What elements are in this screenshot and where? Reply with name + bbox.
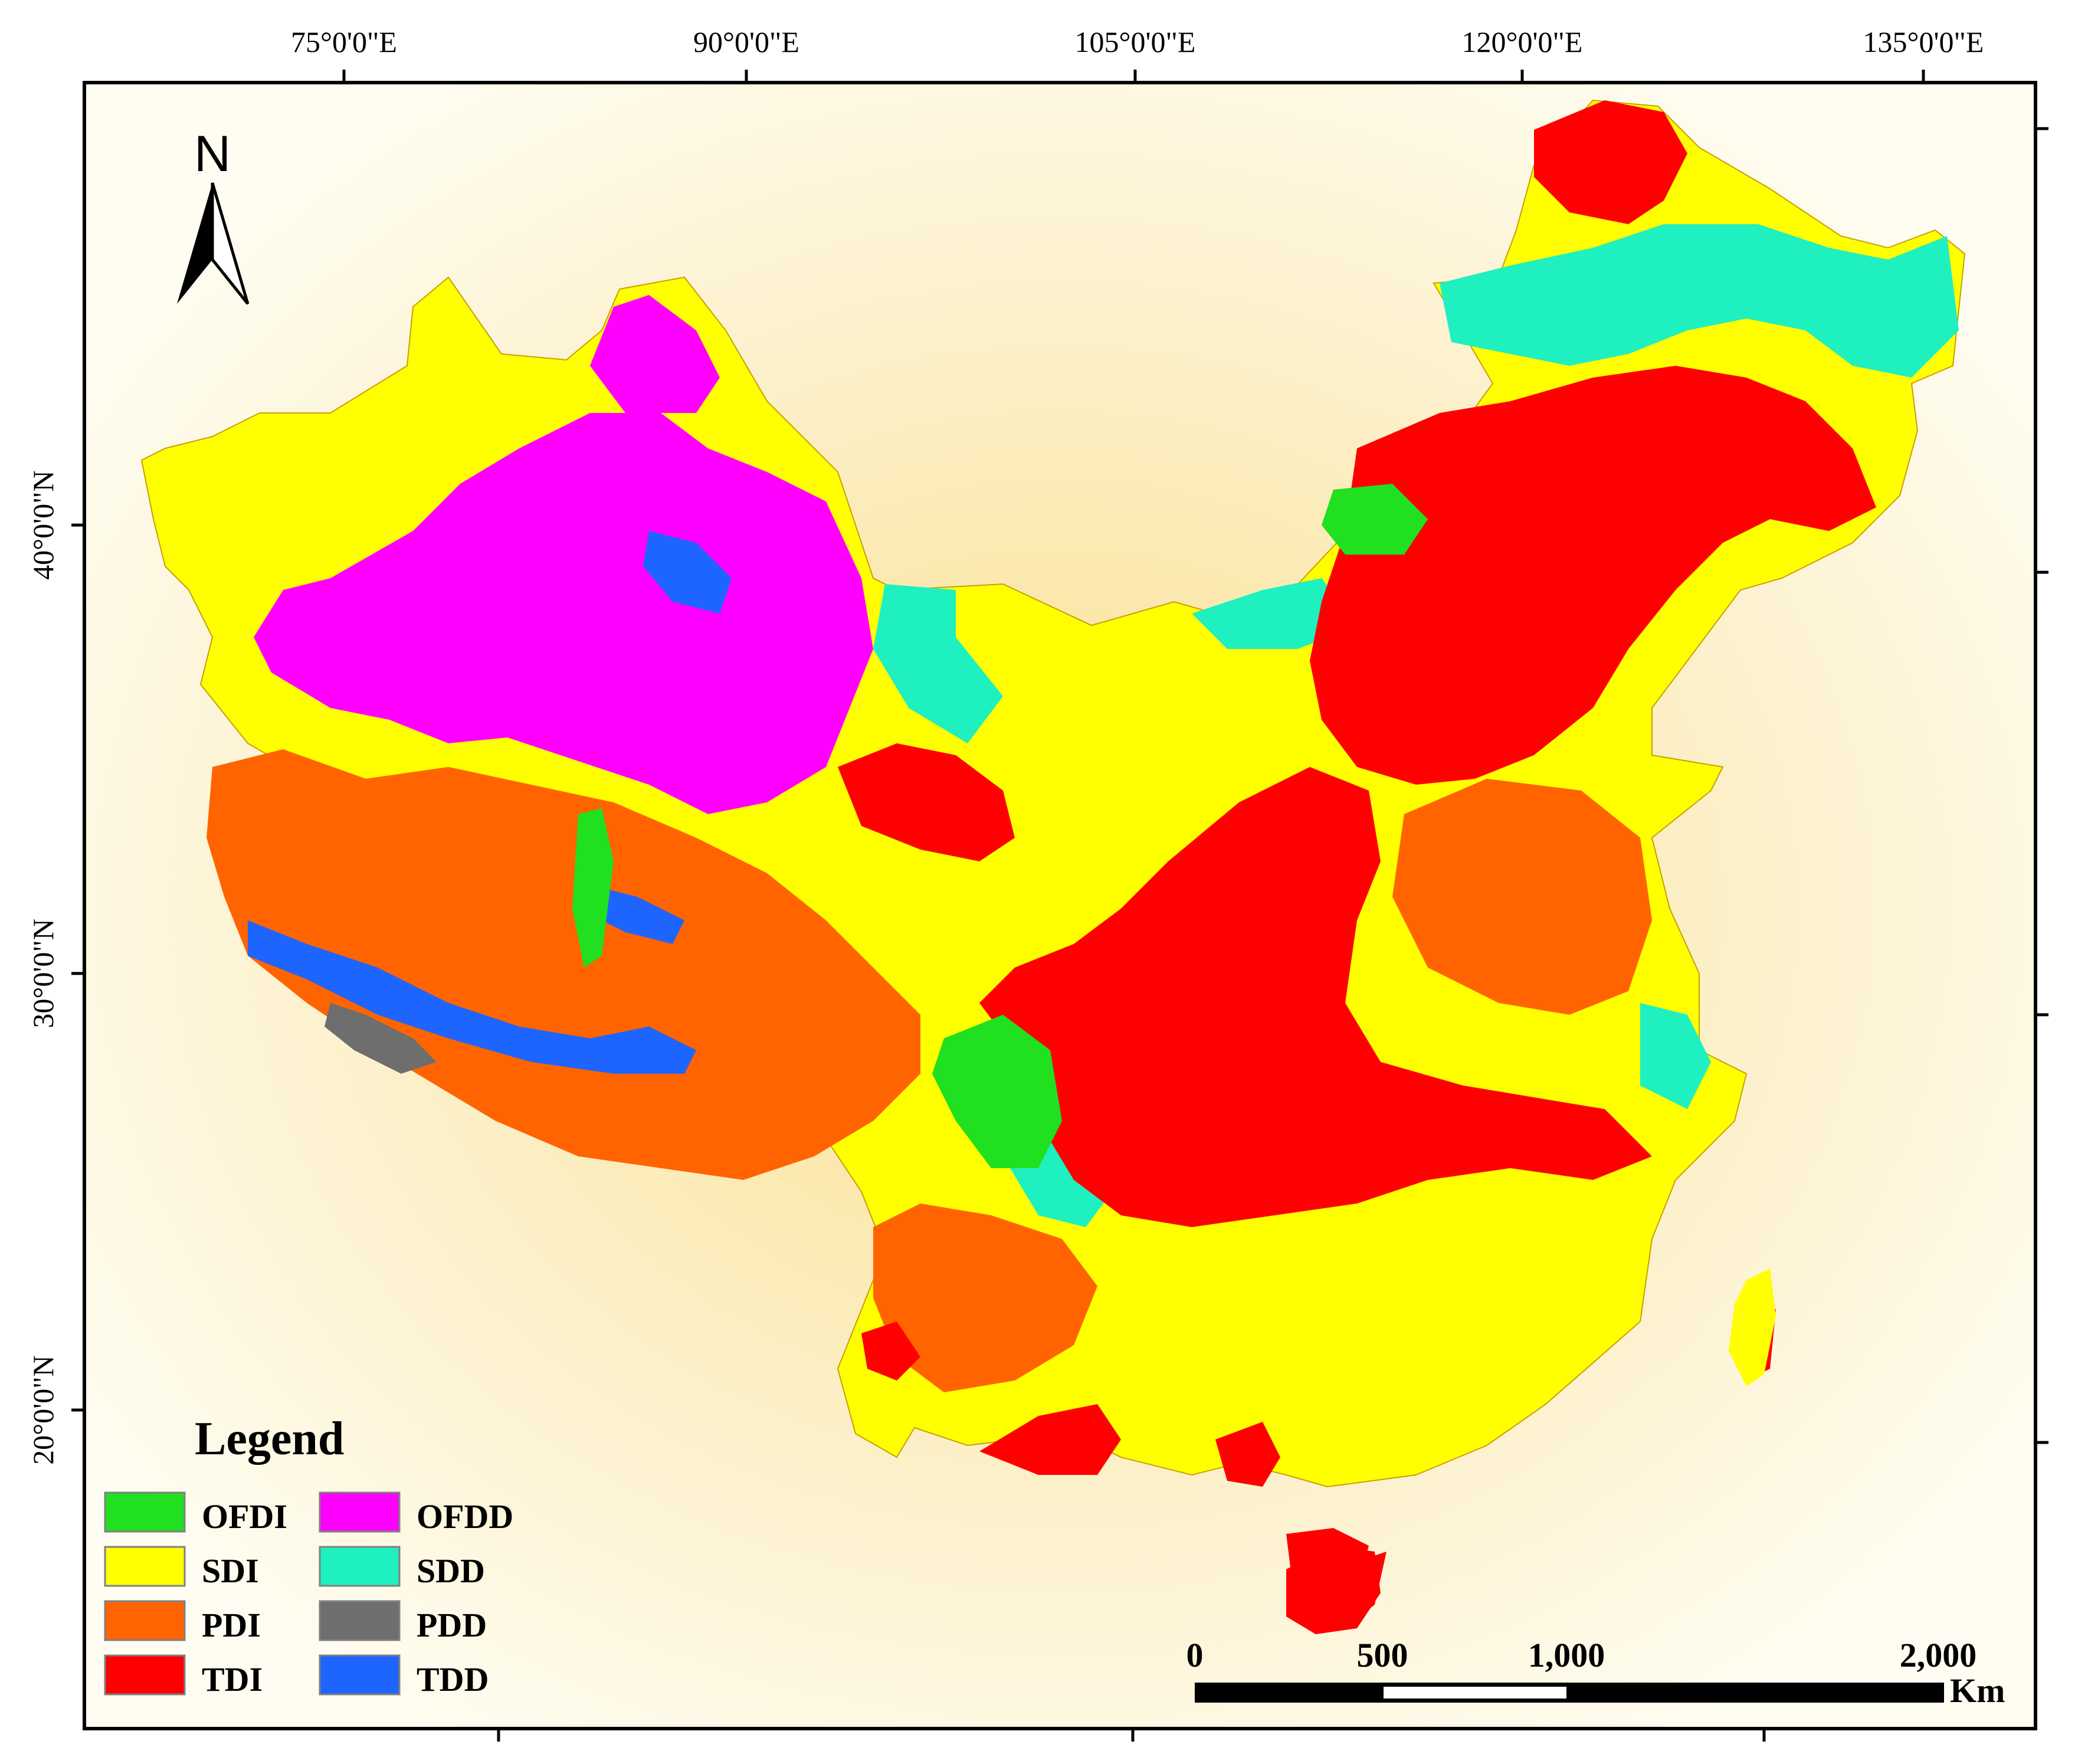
scale-tick-1000: 1,000: [1528, 1636, 1605, 1674]
lon-label-135: 135°0'0"E: [1863, 25, 1984, 58]
north-label: N: [194, 126, 231, 182]
lat-label-20: 20°0'0"N: [27, 1355, 60, 1465]
legend-label-tdd: TDD: [417, 1660, 489, 1699]
latitude-ticks-left: [71, 523, 84, 1412]
scale-tick-500: 500: [1357, 1636, 1408, 1674]
legend: Legend OFDI SDI PDI TDI OFDD SDD PDD TDD: [104, 1413, 513, 1699]
legend-title: Legend: [195, 1413, 344, 1465]
legend-label-pdd: PDD: [417, 1606, 487, 1644]
scale-tick-0: 0: [1186, 1636, 1204, 1674]
legend-swatch-sdd: [319, 1546, 401, 1587]
lon-label-90: 90°0'0"E: [693, 25, 799, 58]
taiwan-island: [1729, 1268, 1776, 1386]
legend-swatch-pdd: [319, 1600, 401, 1641]
land-regions: [140, 99, 1966, 1634]
lon-label-105: 105°0'0"E: [1075, 25, 1196, 58]
north-arrow: N: [177, 126, 250, 305]
longitude-ticks-bottom: [497, 1729, 1766, 1742]
hainan-island: [1286, 1546, 1381, 1634]
legend-swatch-tdd: [319, 1654, 401, 1696]
scale-bar: 0 500 1,000 2,000 Km: [1186, 1636, 2005, 1710]
legend-label-ofdd: OFDD: [417, 1497, 513, 1536]
legend-swatch-tdi: [104, 1654, 186, 1696]
scale-unit: Km: [1950, 1671, 2005, 1710]
legend-swatch-pdi: [104, 1600, 186, 1641]
north-arrow-icon: [177, 183, 212, 304]
legend-label-sdd: SDD: [417, 1552, 485, 1590]
latitude-ticks-right: [2035, 127, 2048, 1444]
lon-label-120: 120°0'0"E: [1462, 25, 1583, 58]
lon-label-75: 75°0'0"E: [291, 25, 397, 58]
legend-label-ofdi: OFDI: [202, 1497, 287, 1536]
legend-swatch-ofdi: [104, 1491, 186, 1533]
longitude-ticks-top: [342, 70, 1925, 83]
legend-label-sdi: SDI: [202, 1552, 259, 1590]
legend-label-pdi: PDI: [202, 1606, 261, 1644]
scale-tick-2000: 2,000: [1900, 1636, 1977, 1674]
lat-label-30: 30°0'0"N: [27, 919, 60, 1028]
lat-label-40: 40°0'0"N: [27, 470, 60, 580]
scale-segment-white: [1384, 1687, 1566, 1699]
legend-label-tdi: TDI: [202, 1660, 263, 1699]
legend-swatch-sdi: [104, 1546, 186, 1587]
legend-swatch-ofdd: [319, 1491, 401, 1533]
